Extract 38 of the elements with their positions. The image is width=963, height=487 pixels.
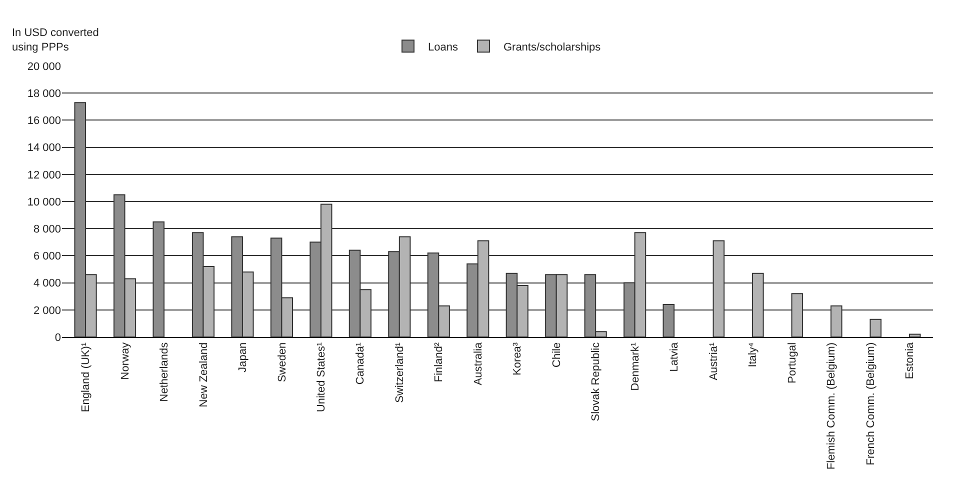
y-tick-label: 20 000 xyxy=(27,60,61,73)
y-tick-label: 18 000 xyxy=(27,88,61,100)
y-tick-label: 14 000 xyxy=(27,142,61,154)
x-tick-label: Switzerland¹ xyxy=(394,342,406,403)
x-tick-label: Sweden xyxy=(276,342,288,382)
bar xyxy=(908,334,921,337)
x-tick-label: Finland² xyxy=(433,342,446,382)
y-tick-label: 12 000 xyxy=(27,169,61,182)
x-tick-label: Denmark¹ xyxy=(629,342,642,391)
y-tick-label: 0 xyxy=(54,332,61,344)
x-tick-label: Australia xyxy=(472,342,484,386)
bar xyxy=(870,318,882,337)
x-tick-label: New Zealand xyxy=(198,342,210,408)
y-tick-label: 4 000 xyxy=(33,278,61,290)
x-tick-label: Japan xyxy=(237,342,250,372)
legend-label: Grants/scholarships xyxy=(503,41,602,54)
y-tick-label: 6 000 xyxy=(33,250,61,263)
y-tick-label: 8 000 xyxy=(33,223,61,236)
x-tick-label: Austria¹ xyxy=(708,342,720,380)
x-tick-label: Flemish Comm. (Belgium) xyxy=(826,342,838,470)
y-tick-label: 16 000 xyxy=(27,115,61,128)
x-tick-label: United States¹ xyxy=(316,342,328,412)
x-tick-label: Korea³ xyxy=(512,342,524,376)
x-tick-label: Slovak Republic xyxy=(590,342,602,422)
y-axis-title: In USD converted using PPPs xyxy=(12,27,99,54)
x-tick-label: Estonia xyxy=(904,342,916,380)
x-tick-label: Norway xyxy=(119,342,132,380)
x-tick-label: Canada¹ xyxy=(354,342,367,385)
x-tick-label: Chile xyxy=(550,342,563,368)
x-tick-label: Netherlands xyxy=(158,342,171,402)
x-tick-label: England (UK)¹ xyxy=(80,342,92,412)
x-tick-label: Latvia xyxy=(668,342,681,372)
y-tick-label: 10 000 xyxy=(27,196,61,208)
legend-label: Loans xyxy=(428,41,458,54)
y-tick-label: 2 000 xyxy=(33,304,61,317)
x-tick-label: Italy⁴ xyxy=(747,342,760,368)
x-tick-label: French Comm. (Belgium) xyxy=(864,342,877,466)
x-tick-label: Portugal xyxy=(786,342,798,384)
